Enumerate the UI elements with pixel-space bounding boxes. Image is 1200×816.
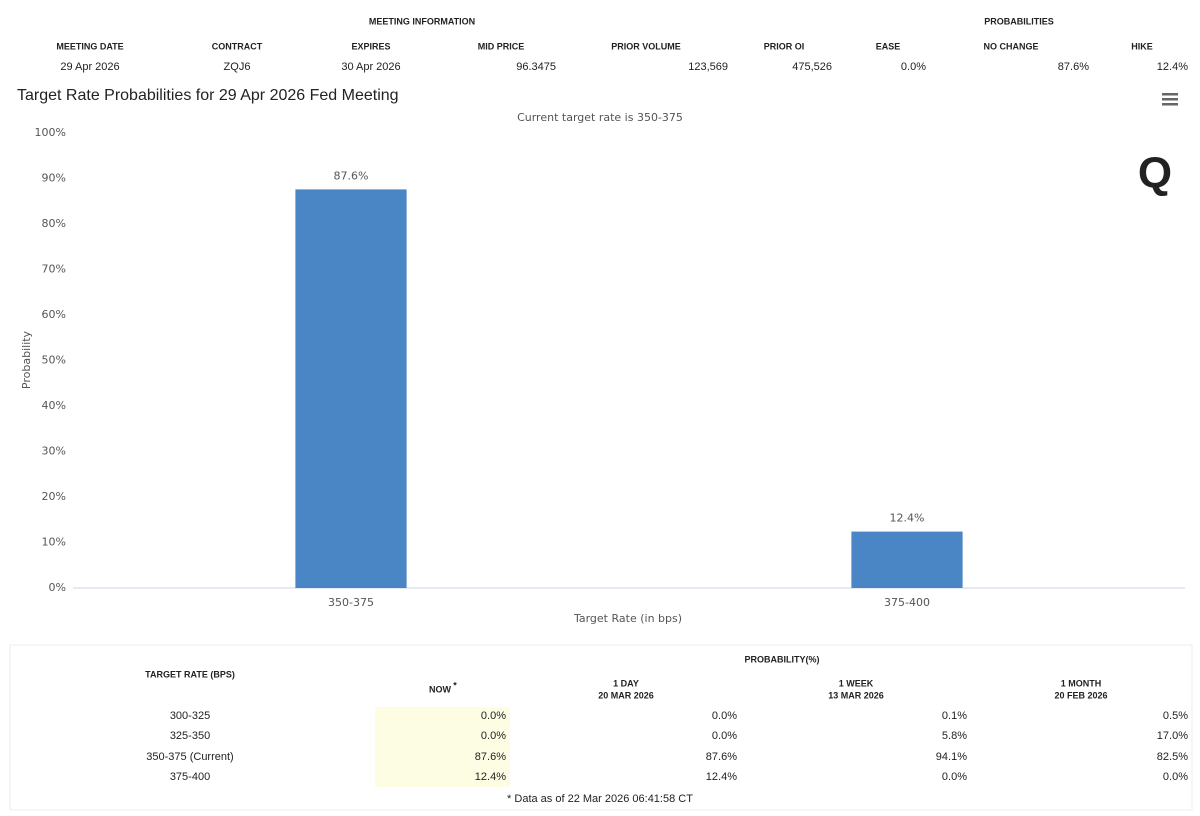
- y-tick-label: 60%: [42, 308, 66, 321]
- column-header: 1 WEEK: [839, 678, 874, 688]
- column-header: 1 DAY: [613, 678, 639, 688]
- column-header: EASE: [876, 41, 901, 51]
- menu-bar[interactable]: [1162, 103, 1178, 106]
- column-date: 20 FEB 2026: [1054, 690, 1107, 700]
- column-header: MEETING DATE: [56, 41, 123, 51]
- cell: 0.0%: [712, 710, 737, 722]
- cell: 0.1%: [942, 710, 967, 722]
- menu-bar[interactable]: [1162, 98, 1178, 101]
- x-tick-label: 375-400: [884, 596, 930, 609]
- y-tick-label: 10%: [42, 536, 66, 549]
- cell: 12.4%: [1157, 61, 1188, 73]
- y-tick-label: 100%: [35, 126, 66, 139]
- column-header: PRIOR OI: [764, 41, 805, 51]
- y-axis-label: Probability: [20, 330, 33, 389]
- y-tick-label: 0%: [49, 581, 66, 594]
- cell: 12.4%: [475, 771, 506, 783]
- cell: 30 Apr 2026: [341, 61, 400, 73]
- cell: 17.0%: [1157, 730, 1188, 742]
- column-date: 13 MAR 2026: [828, 690, 884, 700]
- cell: 475,526: [792, 61, 832, 73]
- cell: 0.0%: [481, 730, 506, 742]
- cell: 0.0%: [712, 730, 737, 742]
- cell: 29 Apr 2026: [60, 61, 119, 73]
- cell: 87.6%: [475, 751, 506, 763]
- cell: 0.0%: [1163, 771, 1188, 783]
- x-tick-label: 350-375: [328, 596, 374, 609]
- column-header: EXPIRES: [351, 41, 390, 51]
- column-header: 1 MONTH: [1061, 678, 1102, 688]
- menu-icon[interactable]: [1162, 93, 1178, 106]
- y-tick-label: 40%: [42, 399, 66, 412]
- column-header: PRIOR VOLUME: [611, 41, 681, 51]
- row-label: 300-325: [170, 710, 210, 722]
- column-note: *: [453, 680, 457, 690]
- cell: 123,569: [688, 61, 728, 73]
- data-label: 87.6%: [334, 169, 369, 182]
- table-frame: [9, 644, 1193, 811]
- y-tick-label: 70%: [42, 263, 66, 276]
- bar: [851, 531, 963, 588]
- chart-subtitle: Current target rate is 350-375: [517, 111, 683, 124]
- cell: 82.5%: [1157, 751, 1188, 763]
- column-header: NOW: [429, 684, 452, 694]
- cell: 0.0%: [901, 61, 926, 73]
- cell: 94.1%: [936, 751, 967, 763]
- cell: ZQJ6: [224, 61, 251, 73]
- bar: [295, 189, 407, 589]
- column-header: HIKE: [1131, 41, 1153, 51]
- y-tick-label: 50%: [42, 354, 66, 367]
- now-highlight: [375, 707, 510, 787]
- logo: Q: [1138, 149, 1172, 198]
- group-title: MEETING INFORMATION: [369, 16, 475, 26]
- row-label: 325-350: [170, 730, 210, 742]
- row-label: 350-375 (Current): [146, 751, 233, 763]
- y-tick-label: 30%: [42, 445, 66, 458]
- row-header: TARGET RATE (BPS): [145, 669, 235, 679]
- footnote: * Data as of 22 Mar 2026 06:41:58 CT: [507, 793, 693, 805]
- y-tick-label: 90%: [42, 172, 66, 185]
- cell: 12.4%: [706, 771, 737, 783]
- chart-title: Target Rate Probabilities for 29 Apr 202…: [17, 87, 399, 104]
- row-label: 375-400: [170, 771, 210, 783]
- menu-bar[interactable]: [1162, 93, 1178, 96]
- column-date: 20 MAR 2026: [598, 690, 654, 700]
- x-axis-label: Target Rate (in bps): [573, 612, 682, 625]
- y-tick-label: 20%: [42, 490, 66, 503]
- group-title: PROBABILITY(%): [745, 654, 820, 664]
- cell: 0.0%: [481, 710, 506, 722]
- column-header: NO CHANGE: [983, 41, 1038, 51]
- y-tick-label: 80%: [42, 217, 66, 230]
- cell: 87.6%: [1058, 61, 1089, 73]
- group-title: PROBABILITIES: [984, 16, 1054, 26]
- cell: 0.0%: [942, 771, 967, 783]
- data-label: 12.4%: [890, 512, 925, 525]
- column-header: MID PRICE: [478, 41, 525, 51]
- cell: 87.6%: [706, 751, 737, 763]
- cell: 0.5%: [1163, 710, 1188, 722]
- column-header: CONTRACT: [212, 41, 263, 51]
- cell: 96.3475: [516, 61, 556, 73]
- cell: 5.8%: [942, 730, 967, 742]
